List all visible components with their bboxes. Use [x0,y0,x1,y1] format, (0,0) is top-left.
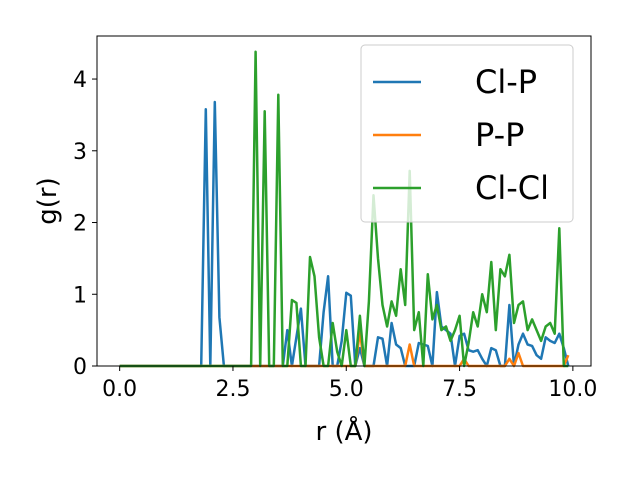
plot-frame [96,35,592,367]
x-tick-label: 2.5 [215,377,250,402]
axes: 0.0 2.5 5.0 7.5 10.0 0 1 2 3 4 [73,35,597,402]
y-tick-label: 1 [73,283,87,308]
y-tick-label: 2 [73,212,87,237]
x-tick-label: 10.0 [548,377,597,402]
legend: Cl-P P-P Cl-Cl [360,44,574,223]
x-tick-label: 7.5 [442,377,477,402]
y-tick-label: 4 [73,68,87,93]
series-line-cl-cl [119,50,569,368]
legend-label-cl-p: Cl-P [475,63,537,101]
x-tick-label: 0.0 [102,377,137,402]
y-tick-label: 3 [73,140,87,165]
x-axis-title: r (Å) [315,415,372,447]
y-axis-title: g(r) [33,177,63,224]
legend-label-p-p: P-P [475,116,524,154]
legend-label-cl-cl: Cl-Cl [475,169,549,207]
y-tick-label: 0 [73,355,87,380]
x-tick-label: 5.0 [329,377,364,402]
legend-box [360,44,574,223]
